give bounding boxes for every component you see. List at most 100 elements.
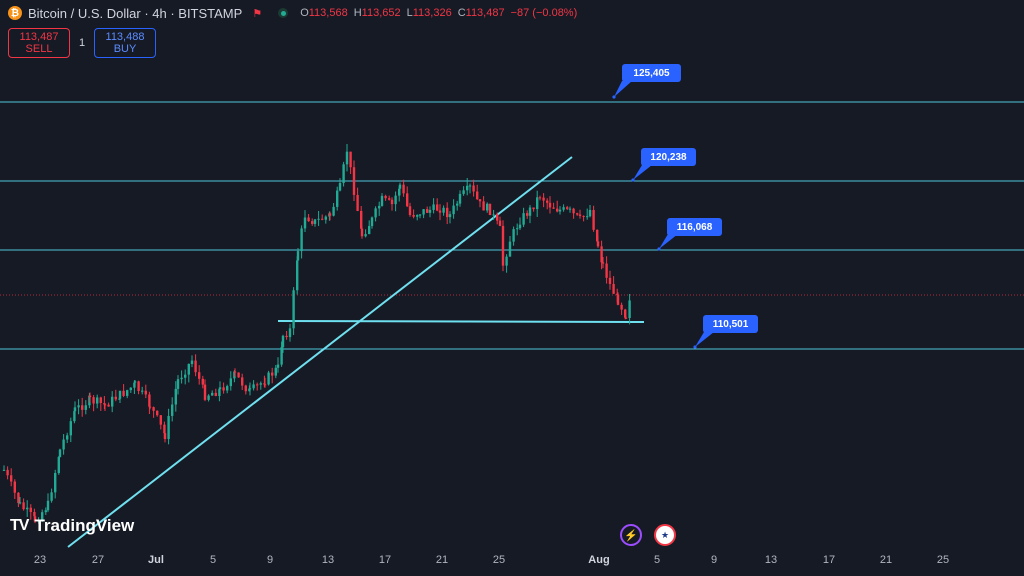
- ohlc-high-key: H: [353, 7, 362, 19]
- candle-body: [558, 209, 562, 212]
- candle-body: [452, 205, 455, 215]
- candle-body: [241, 377, 244, 386]
- sell-button[interactable]: 113,487 SELL: [8, 28, 70, 58]
- candle-body: [137, 381, 140, 392]
- candle-body: [526, 213, 529, 216]
- candle-body: [141, 390, 144, 392]
- symbol-title[interactable]: Bitcoin / U.S. Dollar · 4h · BITSTAMP: [28, 5, 243, 21]
- candle-body: [601, 262, 605, 264]
- candle-body: [436, 204, 439, 211]
- candle-body: [620, 304, 623, 310]
- candle-body: [6, 469, 9, 476]
- candle-body: [274, 367, 277, 376]
- candle-body: [180, 377, 183, 380]
- level-pointer: [614, 81, 632, 97]
- candle-body: [432, 204, 435, 210]
- candle-body: [163, 433, 167, 440]
- ohlc-low-key: L: [406, 7, 413, 19]
- candle-body: [300, 228, 303, 252]
- time-axis-label: 23: [33, 554, 47, 566]
- candle-body: [69, 421, 72, 436]
- candle-body: [596, 229, 599, 242]
- flag-icon[interactable]: ⚑: [252, 7, 263, 20]
- candle-body: [542, 197, 545, 201]
- time-axis-label: 5: [653, 554, 661, 566]
- candle-body: [522, 213, 525, 225]
- candle-body: [244, 385, 247, 392]
- candle-body: [501, 225, 505, 266]
- tradingview-logo-icon: TV: [10, 517, 29, 534]
- us-flag-icon[interactable]: ★: [654, 524, 676, 546]
- candle-body: [321, 218, 324, 220]
- candle-body: [486, 203, 489, 211]
- candle-body: [92, 397, 95, 404]
- candle-body: [478, 199, 482, 202]
- candle-body: [73, 411, 76, 422]
- candle-body: [259, 383, 262, 385]
- candle-body: [218, 387, 222, 390]
- price-chart[interactable]: [0, 0, 1024, 548]
- ohlc-close-key: C: [457, 7, 466, 19]
- candle-body: [398, 188, 401, 196]
- candle-body: [576, 213, 579, 215]
- candle-body: [426, 209, 429, 213]
- ohlc-values: O113,568 H113,652 L113,326 C113,487 −87 …: [300, 7, 577, 19]
- level-label-116068[interactable]: 116,068: [667, 218, 722, 236]
- candle-body: [406, 193, 409, 207]
- candle-body: [218, 389, 221, 396]
- time-axis-label: 13: [321, 554, 335, 566]
- candle-body: [285, 335, 288, 338]
- candle-body: [2, 469, 6, 471]
- candle-body: [171, 404, 174, 416]
- candles: [2, 144, 631, 524]
- candle-body: [10, 475, 13, 482]
- level-pointer: [633, 165, 652, 180]
- candle-body: [201, 378, 204, 385]
- candle-body: [22, 502, 25, 510]
- candle-body: [88, 395, 91, 406]
- candle-body: [203, 384, 207, 400]
- time-axis[interactable]: 23 27 Jul 5 9 13 17 21 25 Aug 5 9 13 17 …: [0, 548, 1024, 576]
- candle-body: [122, 390, 125, 396]
- candle-body: [41, 512, 44, 521]
- candle-body: [608, 277, 612, 284]
- level-label-125405[interactable]: 125,405: [622, 64, 681, 82]
- candle-body: [472, 185, 475, 192]
- candle-body: [466, 185, 469, 191]
- candle-body: [46, 500, 50, 511]
- level-label-120238[interactable]: 120,238: [641, 148, 696, 166]
- time-axis-label: 25: [492, 554, 506, 566]
- trendline[interactable]: [67, 156, 573, 548]
- candle-body: [388, 198, 391, 200]
- order-quantity[interactable]: 1: [78, 37, 86, 49]
- candle-body: [73, 407, 77, 412]
- lightning-icon[interactable]: ⚡: [620, 524, 642, 546]
- level-label-110501[interactable]: 110,501: [703, 315, 758, 333]
- candle-body: [88, 395, 92, 398]
- candle-body: [532, 207, 535, 210]
- level-pointer: [659, 234, 678, 249]
- candle-body: [159, 415, 162, 425]
- candle-body: [29, 507, 32, 513]
- candle-body: [207, 395, 210, 400]
- candle-body: [456, 203, 459, 206]
- candle-body: [538, 197, 542, 199]
- market-status-icon[interactable]: [278, 8, 289, 18]
- candle-body: [384, 195, 387, 199]
- candle-body: [292, 290, 295, 329]
- candle-body: [422, 209, 425, 215]
- time-axis-label: 17: [822, 554, 836, 566]
- candle-body: [174, 388, 177, 405]
- candle-body: [267, 372, 270, 385]
- support-segment[interactable]: [277, 320, 645, 323]
- candle-body: [566, 207, 569, 209]
- candle-body: [103, 403, 106, 405]
- time-axis-label: 21: [879, 554, 893, 566]
- buy-button[interactable]: 113,488 BUY: [94, 28, 156, 58]
- candle-body: [50, 492, 53, 501]
- time-axis-label: 21: [435, 554, 449, 566]
- candle-body: [156, 410, 159, 416]
- candle-body: [18, 502, 22, 504]
- candle-body: [237, 372, 240, 378]
- candle-body: [296, 260, 299, 291]
